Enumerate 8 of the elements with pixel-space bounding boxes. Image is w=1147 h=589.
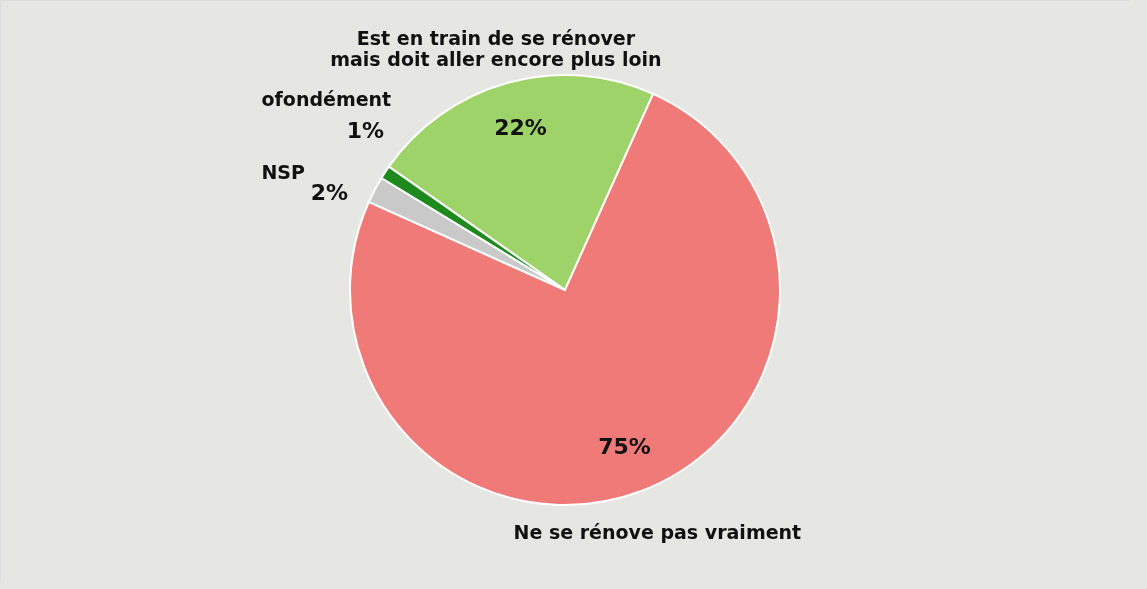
slice-label: Est en train de se rénover mais doit aller encore plus loin — [330, 27, 662, 71]
slice-label: NSP — [261, 161, 305, 184]
data-label: 22% — [494, 115, 547, 141]
data-label: 1% — [346, 118, 385, 144]
data-label: 75% — [598, 433, 651, 459]
data-label: 2% — [310, 179, 349, 205]
slice-label: ofondément — [261, 88, 392, 111]
slice-label: Ne se rénove pas vraiment — [513, 521, 802, 544]
